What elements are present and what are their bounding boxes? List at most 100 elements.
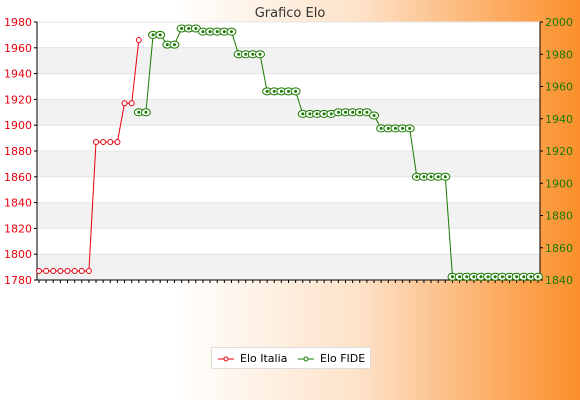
legend-item-elo-italia: Elo Italia bbox=[218, 352, 287, 365]
point-elo-fide-dot bbox=[393, 126, 397, 130]
point-elo-fide-dot bbox=[429, 175, 433, 179]
legend-swatch-elo-fide bbox=[298, 356, 314, 361]
point-elo-fide-dot bbox=[486, 275, 490, 279]
point-elo-italia bbox=[71, 267, 78, 274]
point-elo-fide-dot bbox=[308, 112, 312, 116]
point-elo-fide-dot bbox=[301, 112, 305, 116]
point-elo-fide-dot bbox=[379, 126, 383, 130]
point-elo-fide-dot bbox=[208, 30, 212, 34]
legend-label-elo-italia: Elo Italia bbox=[240, 352, 288, 365]
point-elo-fide-dot bbox=[180, 26, 184, 30]
point-elo-fide-dot bbox=[522, 275, 526, 279]
point-elo-fide-dot bbox=[493, 275, 497, 279]
left-tick-label: 1960 bbox=[4, 42, 32, 55]
point-elo-italia bbox=[85, 267, 92, 274]
point-elo-fide-dot bbox=[450, 275, 454, 279]
point-elo-fide-dot bbox=[507, 275, 511, 279]
point-elo-italia bbox=[36, 267, 42, 274]
legend-item-elo-fide: Elo FIDE bbox=[298, 352, 365, 365]
point-elo-fide-dot bbox=[272, 89, 276, 93]
right-tick-label: 1960 bbox=[545, 81, 573, 94]
left-tick-label: 1800 bbox=[4, 248, 32, 261]
right-axis-ticks: 1840 1860 1880 1900 1920 1940 1960 1980 2000 bbox=[540, 16, 573, 287]
point-elo-fide-dot bbox=[479, 275, 483, 279]
left-tick-label: 1860 bbox=[4, 171, 32, 184]
point-elo-fide-dot bbox=[529, 275, 533, 279]
right-tick-label: 1840 bbox=[545, 274, 573, 287]
point-elo-fide-dot bbox=[436, 175, 440, 179]
left-tick-label: 1780 bbox=[4, 274, 32, 287]
point-elo-fide-dot bbox=[351, 110, 355, 114]
right-tick-label: 1920 bbox=[545, 145, 573, 158]
point-elo-fide-dot bbox=[358, 110, 362, 114]
point-elo-fide-dot bbox=[187, 26, 191, 30]
point-elo-italia bbox=[43, 267, 50, 274]
point-elo-fide-dot bbox=[158, 33, 162, 37]
point-elo-fide-dot bbox=[401, 126, 405, 130]
point-elo-fide-dot bbox=[458, 275, 462, 279]
left-tick-label: 1940 bbox=[4, 68, 32, 81]
point-elo-fide-dot bbox=[443, 175, 447, 179]
grid-band bbox=[37, 99, 540, 126]
point-elo-fide-dot bbox=[294, 89, 298, 93]
point-elo-fide-dot bbox=[237, 52, 241, 56]
right-tick-label: 1880 bbox=[545, 210, 573, 223]
right-tick-label: 1860 bbox=[545, 242, 573, 255]
point-elo-italia bbox=[57, 267, 64, 274]
left-tick-label: 1900 bbox=[4, 119, 32, 132]
legend-label-elo-fide: Elo FIDE bbox=[320, 352, 366, 365]
point-elo-italia bbox=[93, 138, 100, 145]
right-tick-label: 1900 bbox=[545, 177, 573, 190]
left-tick-label: 1820 bbox=[4, 222, 32, 235]
point-elo-italia bbox=[114, 138, 121, 145]
point-elo-fide-dot bbox=[386, 126, 390, 130]
left-tick-label: 1880 bbox=[4, 145, 32, 158]
point-elo-fide-dot bbox=[151, 33, 155, 37]
series-points bbox=[36, 24, 543, 281]
point-elo-fide-dot bbox=[329, 112, 333, 116]
point-elo-fide-dot bbox=[201, 30, 205, 34]
legend: Elo Italia Elo FIDE bbox=[211, 347, 371, 369]
point-elo-fide-dot bbox=[251, 52, 255, 56]
chart-title: Grafico Elo bbox=[255, 6, 326, 21]
point-elo-fide-dot bbox=[244, 52, 248, 56]
point-elo-italia bbox=[78, 267, 85, 274]
point-elo-fide-dot bbox=[365, 110, 369, 114]
point-elo-italia bbox=[100, 138, 107, 145]
grid-band bbox=[37, 202, 540, 229]
point-elo-fide-dot bbox=[336, 110, 340, 114]
point-elo-fide-dot bbox=[279, 89, 283, 93]
point-elo-fide-dot bbox=[222, 30, 226, 34]
point-elo-fide-dot bbox=[258, 52, 262, 56]
point-elo-fide-dot bbox=[408, 126, 412, 130]
point-elo-fide-dot bbox=[315, 112, 319, 116]
point-elo-italia bbox=[64, 267, 71, 274]
legend-swatch-elo-italia bbox=[218, 356, 234, 361]
point-elo-fide-dot bbox=[472, 275, 476, 279]
point-elo-fide-dot bbox=[144, 110, 148, 114]
point-elo-italia bbox=[135, 37, 142, 44]
point-elo-fide-dot bbox=[372, 114, 376, 118]
point-elo-fide-dot bbox=[322, 112, 326, 116]
point-elo-fide-dot bbox=[515, 275, 519, 279]
point-elo-fide-dot bbox=[422, 175, 426, 179]
point-elo-fide-dot bbox=[215, 30, 219, 34]
grid-band bbox=[37, 47, 540, 74]
left-axis-ticks: 1780 1800 1820 1840 1860 1880 1900 1920 1940 1960… bbox=[4, 16, 37, 287]
right-tick-label: 2000 bbox=[545, 16, 573, 29]
left-tick-label: 1840 bbox=[4, 197, 32, 210]
point-elo-italia bbox=[107, 138, 114, 145]
point-elo-fide-dot bbox=[344, 110, 348, 114]
point-elo-italia bbox=[128, 100, 135, 107]
point-elo-fide-dot bbox=[165, 43, 169, 47]
point-elo-fide-dot bbox=[265, 89, 269, 93]
point-elo-fide-dot bbox=[194, 26, 198, 30]
point-elo-fide-dot bbox=[229, 30, 233, 34]
right-tick-label: 1940 bbox=[545, 113, 573, 126]
point-elo-italia bbox=[121, 100, 128, 107]
point-elo-fide-dot bbox=[465, 275, 469, 279]
point-elo-fide-dot bbox=[137, 110, 141, 114]
point-elo-fide-dot bbox=[415, 175, 419, 179]
point-elo-fide-dot bbox=[536, 275, 540, 279]
